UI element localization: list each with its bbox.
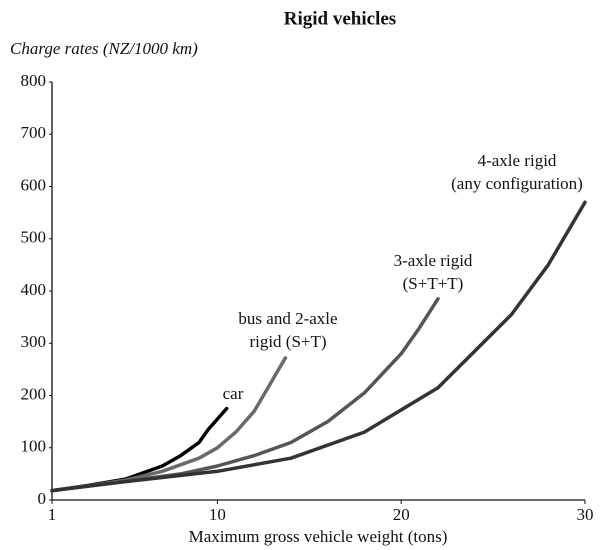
series-label: (S+T+T) [403,274,464,293]
y-axis-label: Charge rates (NZ/1000 km) [10,39,198,58]
x-axis-label: Maximum gross vehicle weight (tons) [189,527,448,546]
series-label: 3-axle rigid [394,251,473,270]
series-label: rigid (S+T) [249,332,326,351]
series-label: (any configuration) [451,174,583,193]
y-tick-label: 700 [21,123,47,142]
line-series [50,200,587,493]
x-tick-label: 20 [393,505,410,524]
series-label: 4-axle rigid [478,151,557,170]
series-label: car [223,384,244,403]
series-label: bus and 2-axle [238,309,337,328]
chart-title: Rigid vehicles [284,8,396,29]
x-tick-label: 30 [577,505,594,524]
y-tick-label: 500 [21,228,47,247]
y-tick-label: 400 [21,280,47,299]
y-tick-label: 300 [21,332,47,351]
line-series [50,356,288,493]
y-tick-label: 600 [21,175,47,194]
x-tick-label: 1 [48,505,57,524]
x-tick-label: 10 [209,505,226,524]
y-tick-label: 800 [21,71,47,90]
y-tick-label: 200 [21,384,47,403]
y-tick-label: 0 [38,489,47,508]
y-tick-label: 100 [21,437,47,456]
